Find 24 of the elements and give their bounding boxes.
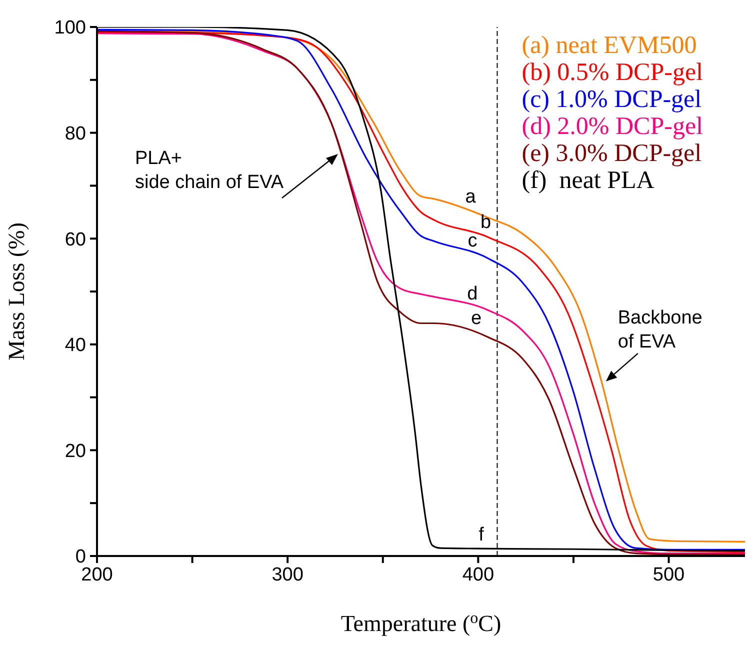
annotation: PLA+ side chain of EVA <box>135 147 284 195</box>
annotation: a <box>465 186 476 208</box>
annotation: c <box>468 230 478 252</box>
y-tick-label: 60 <box>64 229 86 250</box>
y-tick-label: 40 <box>64 335 86 356</box>
y-tick-label: 100 <box>54 18 86 39</box>
text: (b) 0.5% DCP-gel <box>522 59 703 86</box>
text: (f) neat PLA <box>522 167 656 194</box>
text: (d) 2.0% DCP-gel <box>522 113 703 140</box>
x-axis-title: Temperature ($^{o}$C) <box>340 610 502 636</box>
x-tick-label: 300 <box>272 564 304 586</box>
text: (c) 1.0% DCP-gel <box>522 86 703 113</box>
y-axis-title: Mass Loss (%) <box>4 222 30 360</box>
annotation: e <box>470 308 482 330</box>
x-tick-label: 400 <box>462 564 494 586</box>
y-tick-label: 20 <box>64 440 86 462</box>
annotation: f <box>478 524 485 546</box>
x-tick-label: 500 <box>652 564 685 586</box>
y-tick-label: 80 <box>64 124 86 145</box>
annotation: b <box>480 212 492 233</box>
text: (e) 3.0% DCP-gel <box>522 140 703 167</box>
annotation: d <box>467 283 478 304</box>
text: (a) neat EVM500 <box>522 32 698 59</box>
annotation: Backbone of EVA <box>618 307 702 352</box>
